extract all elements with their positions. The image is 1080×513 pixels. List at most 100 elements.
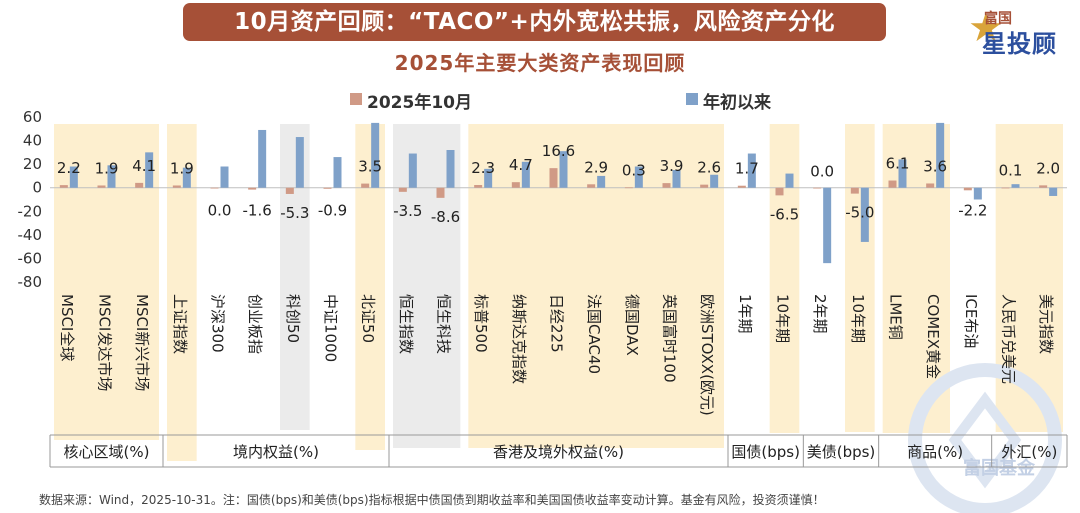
bar-october bbox=[474, 185, 483, 188]
group-label: 核心区域(%) bbox=[64, 443, 150, 461]
bar-ytd bbox=[823, 187, 832, 264]
bar-october bbox=[662, 183, 671, 188]
group-label: 国债(bps) bbox=[731, 443, 800, 461]
brand-logo: ★ 富国 星投顾 bbox=[968, 6, 1068, 58]
bar-october bbox=[850, 187, 859, 194]
data-label: 2.0 bbox=[1036, 159, 1060, 177]
y-tick-label: -60 bbox=[18, 249, 43, 267]
bar-ytd bbox=[295, 137, 304, 188]
bar-ytd bbox=[333, 157, 342, 188]
data-label: 1.7 bbox=[735, 160, 759, 178]
category-label: 人民币兑美元 bbox=[1000, 294, 1018, 384]
category-label: 10年期 bbox=[774, 294, 792, 343]
data-label: 4.7 bbox=[509, 156, 533, 174]
data-label: -2.2 bbox=[958, 202, 987, 220]
bar-october bbox=[1001, 187, 1010, 189]
bar-ytd bbox=[220, 166, 229, 188]
bar-ytd bbox=[408, 153, 417, 188]
data-label: 1.9 bbox=[170, 159, 194, 177]
group-label: 境内权益(%) bbox=[233, 443, 319, 461]
bar-october bbox=[285, 187, 294, 194]
y-tick-label: 20 bbox=[23, 155, 42, 173]
data-label: -5.0 bbox=[845, 204, 874, 222]
category-label: ICE布油 bbox=[962, 294, 980, 348]
group-label: 外汇(%) bbox=[1001, 443, 1057, 461]
bar-october bbox=[361, 183, 370, 188]
bar-october bbox=[248, 187, 257, 190]
bar-ytd bbox=[597, 175, 606, 188]
bar-october bbox=[210, 187, 219, 189]
bar-ytd bbox=[371, 122, 380, 188]
bar-october bbox=[587, 184, 596, 188]
data-label: 0.0 bbox=[810, 163, 834, 181]
category-label: 10年期 bbox=[849, 294, 867, 343]
bar-ytd bbox=[484, 168, 493, 188]
bar-october bbox=[97, 185, 106, 188]
data-label: -1.6 bbox=[243, 202, 272, 220]
data-label: 3.9 bbox=[660, 157, 684, 175]
bar-october bbox=[436, 187, 445, 198]
bar-ytd bbox=[1011, 184, 1020, 188]
highlight-band-1 bbox=[167, 124, 197, 461]
y-tick-label: 0 bbox=[32, 179, 42, 197]
legend-swatch-october bbox=[350, 93, 362, 105]
highlight-band-5 bbox=[468, 124, 724, 448]
bar-october bbox=[888, 180, 897, 188]
data-label: -0.9 bbox=[318, 202, 347, 220]
y-tick-label: -80 bbox=[18, 273, 43, 291]
bar-october bbox=[737, 185, 746, 188]
data-label: 6.1 bbox=[886, 155, 910, 173]
category-label: COMEX黄金 bbox=[924, 294, 942, 379]
bar-ytd bbox=[258, 129, 267, 188]
bar-ytd bbox=[898, 159, 907, 188]
bar-october bbox=[775, 187, 784, 196]
logo-main-text: 星投顾 bbox=[982, 30, 1057, 58]
legend-label-october: 2025年10月 bbox=[367, 93, 472, 113]
bar-october bbox=[700, 184, 709, 188]
watermark-ring bbox=[908, 363, 1062, 513]
data-label: 4.1 bbox=[132, 157, 156, 175]
bar-ytd bbox=[785, 173, 794, 188]
chart-subtitle: 2025年主要大类资产表现回顾 bbox=[394, 51, 686, 75]
data-label: 2.6 bbox=[697, 159, 721, 177]
category-label: 美元指数 bbox=[1037, 294, 1055, 354]
category-label: 中证1000 bbox=[322, 294, 340, 362]
y-tick-label: -20 bbox=[18, 202, 43, 220]
watermark-diamond bbox=[948, 391, 1022, 489]
data-label: 0.1 bbox=[999, 162, 1023, 180]
bar-october bbox=[926, 183, 935, 188]
category-label: MSCI全球 bbox=[58, 294, 76, 361]
bar-ytd bbox=[446, 150, 455, 188]
category-label: MSCI新兴市场 bbox=[133, 294, 151, 391]
bar-ytd bbox=[107, 165, 116, 188]
data-label: 16.6 bbox=[542, 142, 575, 160]
bar-october bbox=[172, 185, 181, 188]
category-label: LME铜 bbox=[887, 294, 905, 340]
bar-ytd bbox=[559, 151, 568, 188]
bar-october bbox=[323, 187, 332, 189]
data-label: 2.9 bbox=[584, 158, 608, 176]
category-label: 2年期 bbox=[811, 294, 829, 334]
bar-october bbox=[59, 185, 68, 188]
category-label: 科创50 bbox=[284, 294, 302, 343]
bar-ytd bbox=[747, 153, 756, 188]
bar-ytd bbox=[521, 161, 530, 188]
bar-october bbox=[963, 187, 972, 191]
category-label: 恒生科技 bbox=[435, 294, 453, 354]
category-label: 日经225 bbox=[548, 294, 566, 353]
bar-october bbox=[813, 187, 822, 189]
bar-october bbox=[398, 187, 407, 192]
highlight-band-3 bbox=[355, 124, 385, 450]
bar-ytd bbox=[860, 187, 869, 242]
logo-top-text: 富国 bbox=[984, 11, 1012, 27]
category-label: 德国DAX bbox=[623, 294, 641, 356]
group-label: 香港及境外权益(%) bbox=[493, 443, 624, 461]
data-label: 3.5 bbox=[358, 158, 382, 176]
data-label: 2.2 bbox=[57, 159, 81, 177]
data-label: 3.6 bbox=[923, 157, 947, 175]
category-label: 恒生指数 bbox=[397, 294, 415, 354]
highlight-band-7 bbox=[845, 124, 875, 432]
data-label: 0.0 bbox=[208, 202, 232, 220]
bar-october bbox=[135, 182, 144, 188]
watermark-text: 富国基金 bbox=[963, 457, 1036, 479]
